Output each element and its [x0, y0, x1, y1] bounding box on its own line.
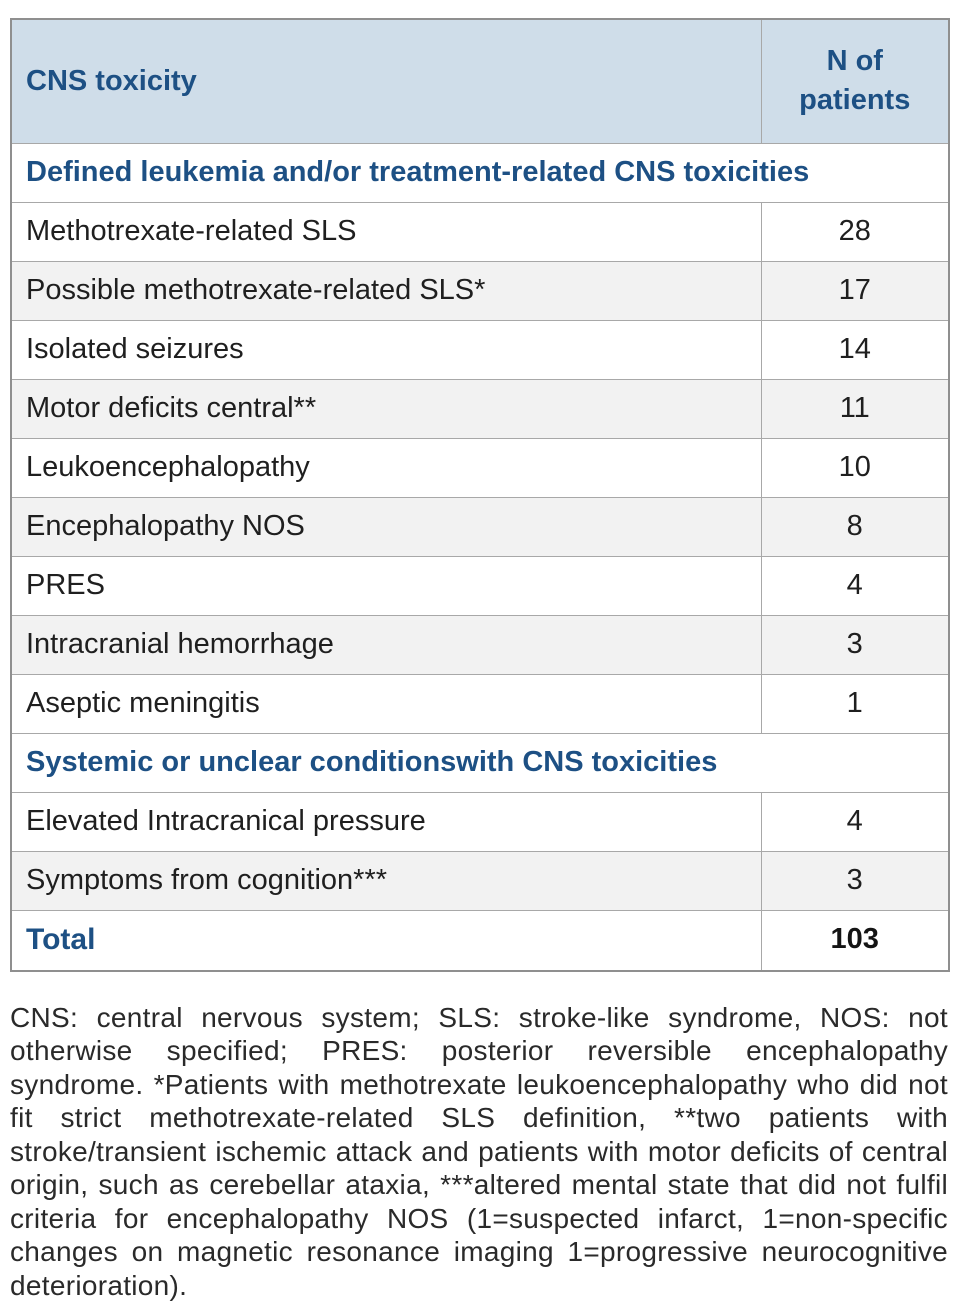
section-header-label: Systemic or unclear conditionswith CNS t… [11, 733, 949, 792]
section-header-label: Defined leukemia and/or treatment-relate… [11, 143, 949, 202]
cns-toxicity-table: CNS toxicity N of patients Defined leuke… [10, 18, 950, 972]
toxicity-label: Elevated Intracranical pressure [11, 792, 761, 851]
toxicity-label: Isolated seizures [11, 320, 761, 379]
total-patient-count: 103 [761, 910, 949, 971]
patient-count: 8 [761, 497, 949, 556]
patient-count: 10 [761, 438, 949, 497]
toxicity-label: Leukoencephalopathy [11, 438, 761, 497]
patient-count: 17 [761, 261, 949, 320]
table-row: Symptoms from cognition***3 [11, 851, 949, 910]
toxicity-label: Encephalopathy NOS [11, 497, 761, 556]
patient-count: 1 [761, 674, 949, 733]
table-row: Possible methotrexate-related SLS*17 [11, 261, 949, 320]
patient-count: 4 [761, 792, 949, 851]
column-header-n-of-patients: N of patients [761, 19, 949, 143]
toxicity-label: Intracranial hemorrhage [11, 615, 761, 674]
patient-count: 4 [761, 556, 949, 615]
patient-count: 28 [761, 202, 949, 261]
toxicity-label: Possible methotrexate-related SLS* [11, 261, 761, 320]
section-header-row: Defined leukemia and/or treatment-relate… [11, 143, 949, 202]
table-header-row: CNS toxicity N of patients [11, 19, 949, 143]
toxicity-label: Symptoms from cognition*** [11, 851, 761, 910]
page: CNS toxicity N of patients Defined leuke… [0, 0, 958, 1266]
toxicity-label: Motor deficits central** [11, 379, 761, 438]
toxicity-label: Methotrexate-related SLS [11, 202, 761, 261]
toxicity-label: PRES [11, 556, 761, 615]
table-body: Defined leukemia and/or treatment-relate… [11, 143, 949, 971]
patient-count: 11 [761, 379, 949, 438]
patient-count: 3 [761, 851, 949, 910]
table-row: Motor deficits central**11 [11, 379, 949, 438]
column-header-cns-toxicity: CNS toxicity [11, 19, 761, 143]
total-label: Total [11, 910, 761, 971]
toxicity-label: Aseptic meningitis [11, 674, 761, 733]
patient-count: 14 [761, 320, 949, 379]
patient-count: 3 [761, 615, 949, 674]
footnote: CNS: central nervous system; SLS: stroke… [10, 1001, 948, 1302]
section-header-row: Systemic or unclear conditionswith CNS t… [11, 733, 949, 792]
